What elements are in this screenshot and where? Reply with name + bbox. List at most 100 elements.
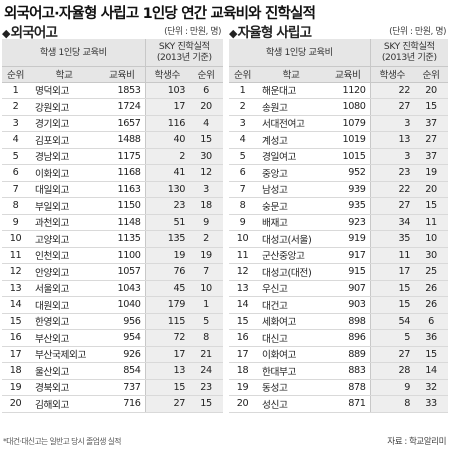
foreign-school-table: 학생 1인당 교육비 SKY 진학실적 (2013년 기준) 순위 학교 교육비 … bbox=[2, 39, 223, 413]
cell-sky-rank: 21 bbox=[189, 346, 223, 363]
cell-sky-rank: 2 bbox=[189, 230, 223, 248]
cell-students: 28 bbox=[370, 362, 414, 380]
cell-students: 23 bbox=[145, 197, 189, 215]
col-rank: 순위 bbox=[229, 66, 256, 83]
cell-cost: 898 bbox=[326, 313, 371, 330]
cell-sky-rank: 25 bbox=[414, 263, 448, 281]
cell-school: 인천외고 bbox=[29, 247, 99, 264]
cell-sky-rank: 10 bbox=[414, 230, 448, 248]
cell-students: 135 bbox=[145, 230, 189, 248]
cell-rank: 16 bbox=[2, 329, 29, 347]
table-row: 14 대건고 903 15 26 bbox=[229, 296, 448, 314]
cell-cost: 923 bbox=[326, 214, 371, 231]
cell-sky-rank: 9 bbox=[189, 214, 223, 231]
cell-sky-rank: 15 bbox=[414, 346, 448, 363]
cell-rank: 10 bbox=[2, 230, 29, 248]
cell-students: 17 bbox=[145, 98, 189, 116]
table-row: 19 동성고 878 9 32 bbox=[229, 379, 448, 396]
cell-students: 13 bbox=[145, 362, 189, 380]
sky-line2: (2013년 기준) bbox=[156, 52, 212, 64]
table-row: 9 배재고 923 34 11 bbox=[229, 214, 448, 231]
cell-cost: 1015 bbox=[326, 148, 371, 165]
cell-students: 2 bbox=[145, 148, 189, 165]
cell-cost: 956 bbox=[99, 313, 146, 330]
panel-title: ◆자율형 사립고 bbox=[229, 21, 312, 41]
cell-sky-rank: 19 bbox=[189, 247, 223, 264]
cell-rank: 10 bbox=[229, 230, 256, 248]
cell-school: 배재고 bbox=[256, 214, 326, 231]
cell-cost: 1019 bbox=[326, 131, 371, 149]
table-row: 13 서울외고 1043 45 10 bbox=[2, 280, 223, 297]
panel-header: ◆외국어고 (단위 : 만원, 명) bbox=[2, 20, 223, 41]
cell-sky-rank: 20 bbox=[414, 82, 448, 99]
cell-cost: 883 bbox=[326, 362, 371, 380]
cell-school: 안양외고 bbox=[29, 263, 99, 281]
table-row: 11 군산중앙고 917 11 30 bbox=[229, 247, 448, 264]
cell-students: 8 bbox=[370, 395, 414, 413]
col-rank: 순위 bbox=[2, 66, 29, 83]
cell-students: 76 bbox=[145, 263, 189, 281]
cell-sky-rank: 11 bbox=[414, 214, 448, 231]
panel-title-text: 자율형 사립고 bbox=[237, 25, 312, 41]
cell-rank: 13 bbox=[229, 280, 256, 297]
panel-title: ◆외국어고 bbox=[2, 21, 58, 41]
cell-students: 17 bbox=[370, 263, 414, 281]
cell-school: 과천외고 bbox=[29, 214, 99, 231]
cell-rank: 2 bbox=[2, 98, 29, 116]
autonomous-private-panel: ◆자율형 사립고 (단위 : 만원, 명) 학생 1인당 교육비 SKY 진학실… bbox=[229, 20, 448, 413]
cell-cost: 878 bbox=[326, 379, 371, 396]
cell-students: 35 bbox=[370, 230, 414, 248]
cell-rank: 20 bbox=[229, 395, 256, 413]
cell-cost: 935 bbox=[326, 197, 371, 215]
cell-cost: 1148 bbox=[99, 214, 146, 231]
table-row: 19 경북외고 737 15 23 bbox=[2, 379, 223, 396]
cell-cost: 1120 bbox=[326, 82, 371, 99]
cell-school: 남성고 bbox=[256, 181, 326, 198]
cell-sky-rank: 36 bbox=[414, 329, 448, 347]
cell-students: 115 bbox=[145, 313, 189, 330]
cell-students: 27 bbox=[370, 197, 414, 215]
cell-school: 이화여고 bbox=[256, 346, 326, 363]
cell-rank: 12 bbox=[2, 263, 29, 281]
group-header-row: 학생 1인당 교육비 SKY 진학실적 (2013년 기준) bbox=[229, 39, 448, 67]
cell-sky-rank: 15 bbox=[189, 395, 223, 413]
cell-students: 17 bbox=[145, 346, 189, 363]
cell-rank: 19 bbox=[2, 379, 29, 396]
cell-rank: 9 bbox=[229, 214, 256, 231]
cell-school: 대신고 bbox=[256, 329, 326, 347]
cell-cost: 1168 bbox=[99, 164, 146, 182]
cell-school: 서울외고 bbox=[29, 280, 99, 297]
col-cost: 교육비 bbox=[326, 66, 371, 83]
cell-cost: 1079 bbox=[326, 115, 371, 132]
cell-students: 34 bbox=[370, 214, 414, 231]
sky-line1: SKY 진학실적 bbox=[383, 41, 435, 53]
cell-students: 5 bbox=[370, 329, 414, 347]
cell-cost: 1043 bbox=[99, 280, 146, 297]
cell-school: 동성고 bbox=[256, 379, 326, 396]
sky-line1: SKY 진학실적 bbox=[158, 41, 210, 53]
source-credit: 자료 : 학교알리미 bbox=[387, 437, 446, 447]
cell-students: 13 bbox=[370, 131, 414, 149]
cell-school: 군산중앙고 bbox=[256, 247, 326, 264]
cell-school: 경일여고 bbox=[256, 148, 326, 165]
table-row: 7 대일외고 1163 130 3 bbox=[2, 181, 223, 198]
cell-rank: 5 bbox=[2, 148, 29, 165]
cell-students: 27 bbox=[370, 98, 414, 116]
footnote: *대건·대신고는 일반고 당시 졸업생 실적 bbox=[3, 437, 121, 446]
cell-sky-rank: 20 bbox=[189, 98, 223, 116]
diamond-icon: ◆ bbox=[229, 27, 237, 40]
cell-cost: 939 bbox=[326, 181, 371, 198]
col-cost: 교육비 bbox=[99, 66, 146, 83]
unit-label: (단위 : 만원, 명) bbox=[164, 27, 221, 37]
cell-rank: 14 bbox=[2, 296, 29, 314]
cell-school: 경남외고 bbox=[29, 148, 99, 165]
group-header-row: 학생 1인당 교육비 SKY 진학실적 (2013년 기준) bbox=[2, 39, 223, 67]
table-row: 6 이화외고 1168 41 12 bbox=[2, 164, 223, 182]
cell-rank: 1 bbox=[229, 82, 256, 99]
cell-rank: 3 bbox=[2, 115, 29, 132]
cell-rank: 20 bbox=[2, 395, 29, 413]
cell-school: 해운대고 bbox=[256, 82, 326, 99]
table-row: 15 한영외고 956 115 5 bbox=[2, 313, 223, 330]
table-row: 16 부산외고 954 72 8 bbox=[2, 329, 223, 347]
sky-line2: (2013년 기준) bbox=[381, 52, 437, 64]
